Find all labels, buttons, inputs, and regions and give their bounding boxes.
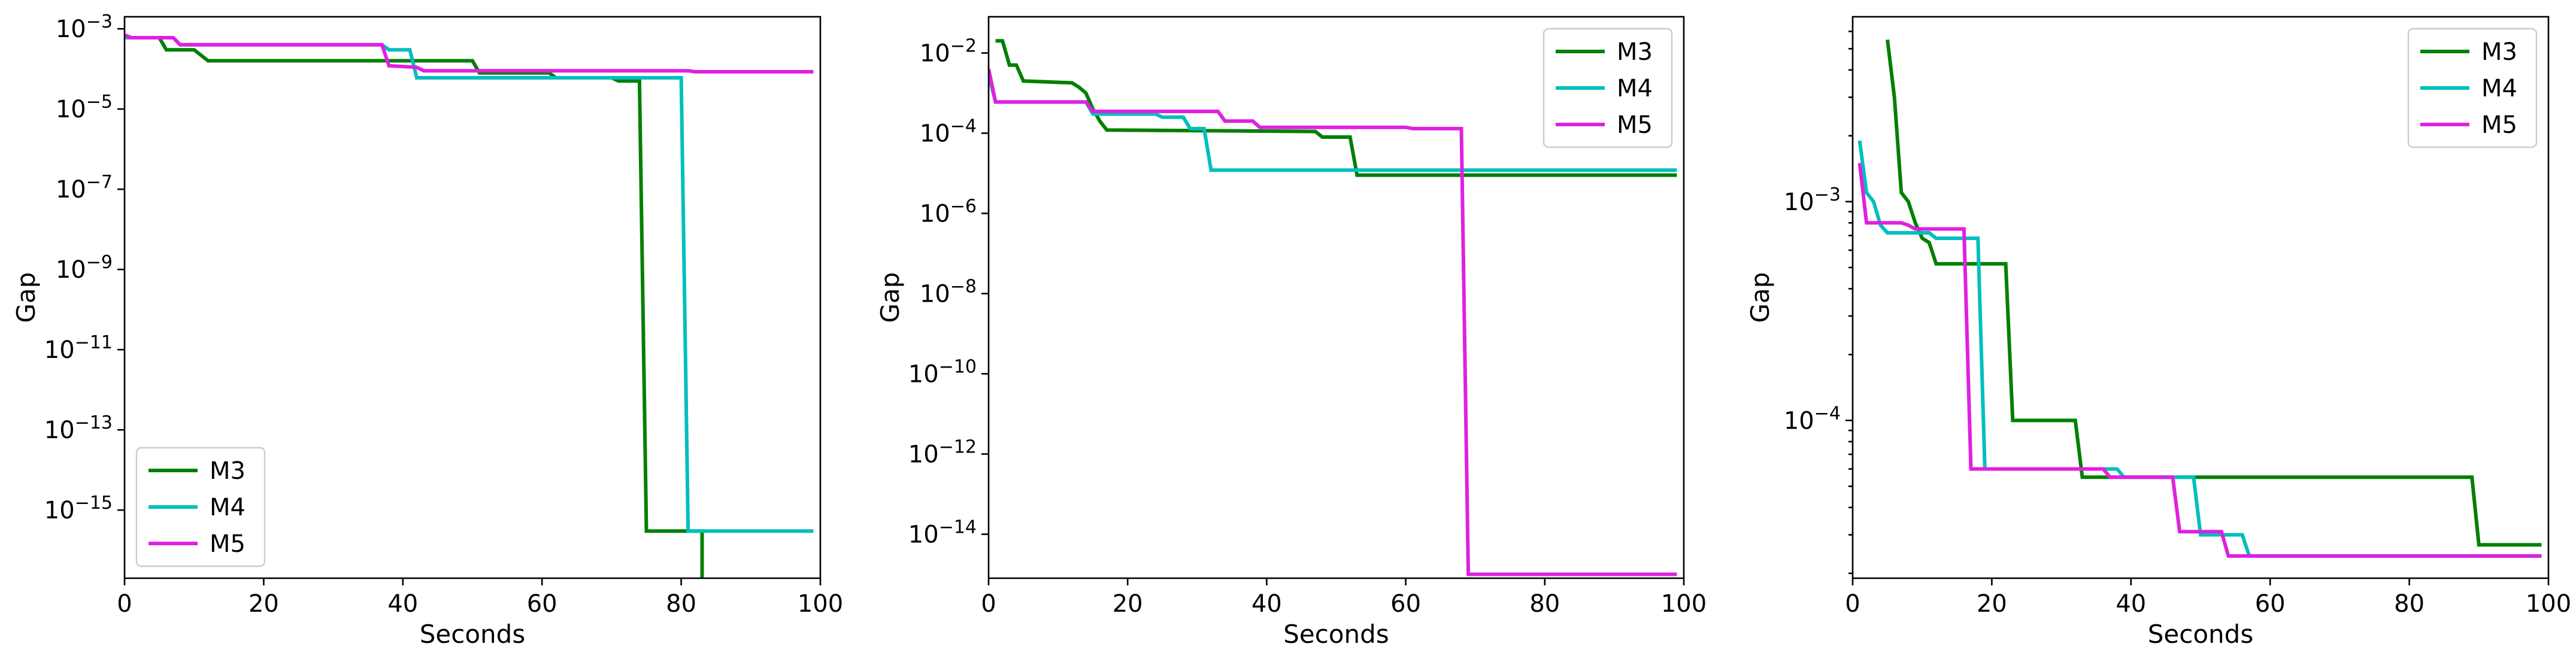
x-tick-label: 40 [2116, 590, 2146, 618]
x-tick-label: 100 [2526, 590, 2571, 618]
x-axis-label: Seconds [2148, 620, 2253, 649]
y-axis-label: Gap [11, 272, 41, 323]
y-tick-label: 10−15 [44, 493, 113, 524]
series-line-m3 [1886, 39, 2542, 547]
legend-label-m5: M5 [2481, 111, 2517, 139]
chart-panel-1: 0 20 40 60 80 100 10−15 10−13 10−11 10−9 10−7 10−5 1… [11, 11, 843, 649]
x-tick-label: 40 [1251, 590, 1282, 618]
y-axis-label: Gap [875, 272, 905, 323]
x-tick-label: 100 [798, 590, 843, 618]
legend-label-m5: M5 [1617, 111, 1653, 139]
axes-frame [987, 16, 1685, 579]
x-tick-label: 20 [1113, 590, 1143, 618]
legend: M3 M4 M5 [135, 447, 266, 567]
x-tick-label: 20 [248, 590, 279, 618]
plot-area [125, 33, 814, 578]
y-tick-label: 10−7 [56, 172, 113, 204]
legend-label-m4: M4 [210, 494, 246, 521]
axes-frame [123, 16, 822, 579]
x-tick-label: 80 [2394, 590, 2425, 618]
x-tick-label: 80 [666, 590, 696, 618]
y-tick-label: 10−3 [1784, 184, 1841, 216]
y-tick-label: 10−6 [920, 196, 977, 228]
x-tick-label: 80 [1529, 590, 1560, 618]
y-tick-label: 10−3 [56, 11, 113, 43]
series-line-m3 [125, 36, 704, 578]
x-axis-label: Seconds [420, 620, 525, 649]
y-axis-label: Gap [1745, 272, 1775, 323]
legend-label-m3: M3 [2481, 38, 2517, 66]
series-line-m5 [125, 33, 814, 74]
x-axis-label: Seconds [1283, 620, 1389, 649]
y-tick-label: 10−4 [920, 116, 977, 148]
x-tick-label: 100 [1661, 590, 1707, 618]
series-line-m5 [1857, 163, 2542, 558]
y-tick-label: 10−5 [56, 92, 113, 123]
legend: M3 M4 M5 [2407, 28, 2538, 148]
y-tick-label: 10−2 [920, 36, 977, 68]
y-tick-label: 10−8 [920, 277, 977, 308]
chart-panel-2: 0 20 40 60 80 100 10−14 10−12 10−10 10−8 10−6 10−4 1… [875, 16, 1707, 649]
x-tick-label: 0 [117, 590, 132, 618]
legend-box [2407, 28, 2538, 148]
legend-label-m5: M5 [210, 530, 246, 558]
x-tick-label: 0 [981, 590, 996, 618]
y-tick-label: 10−10 [908, 357, 977, 388]
y-tick-label: 10−9 [56, 252, 113, 284]
legend: M3 M4 M5 [1542, 28, 1673, 148]
legend-label-m3: M3 [210, 457, 246, 485]
legend-box [135, 447, 266, 567]
y-tick-label: 10−11 [44, 332, 113, 364]
legend-label-m4: M4 [2481, 75, 2517, 102]
legend-label-m4: M4 [1617, 75, 1653, 102]
plot-area [1857, 39, 2542, 558]
x-tick-label: 60 [1390, 590, 1421, 618]
y-tick-label: 10−14 [908, 517, 977, 549]
series-line-m3 [995, 39, 1677, 177]
y-tick-label: 10−12 [908, 437, 977, 469]
y-tick-label: 10−4 [1784, 403, 1841, 435]
series-line-m4 [1857, 140, 2542, 558]
x-tick-label: 0 [1845, 590, 1860, 618]
plot-area [989, 39, 1677, 576]
chart-panel-3: 0 20 40 60 80 100 10−4 10−3 Seconds Gap M3 M4 M5 [1745, 16, 2571, 649]
legend-label-m3: M3 [1617, 38, 1653, 66]
x-tick-label: 60 [527, 590, 557, 618]
x-tick-label: 40 [387, 590, 418, 618]
legend-box [1542, 28, 1673, 148]
x-tick-label: 20 [1977, 590, 2007, 618]
axes-frame [1851, 16, 2550, 579]
x-tick-label: 60 [2255, 590, 2286, 618]
y-tick-label: 10−13 [44, 412, 113, 444]
series-line-m5 [989, 68, 1677, 576]
